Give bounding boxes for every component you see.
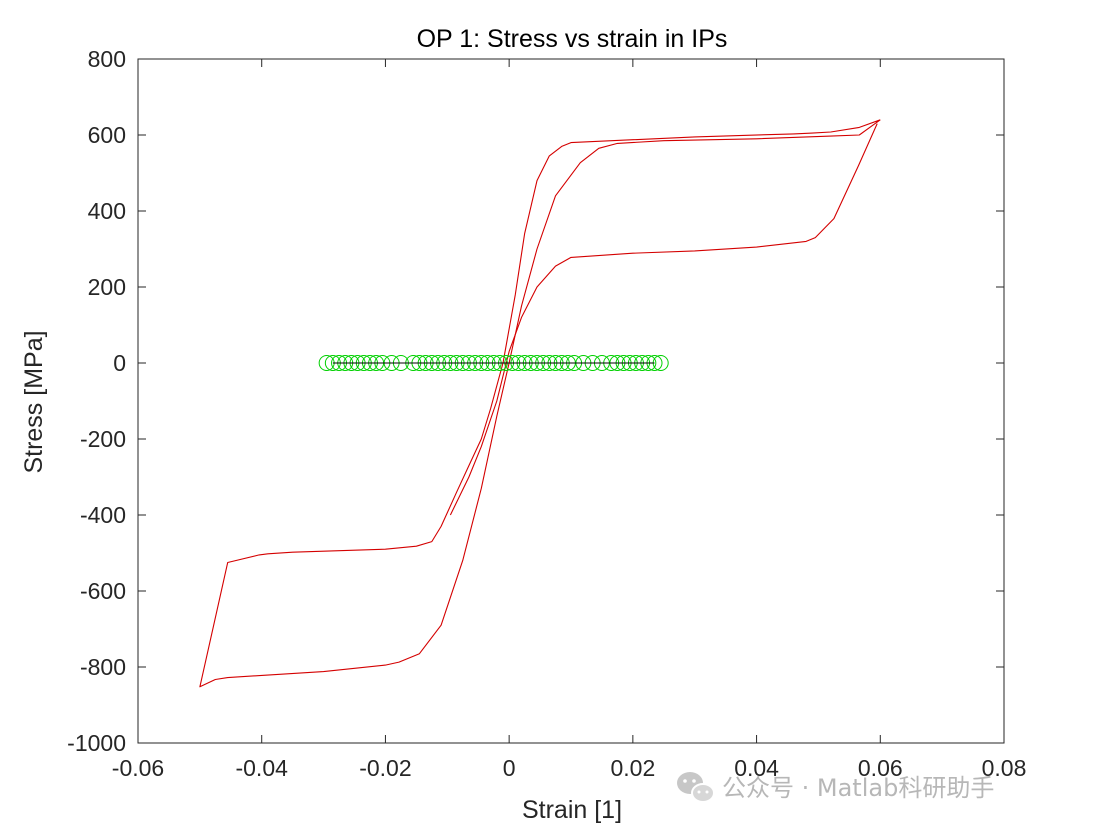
x-tick-label: 0.02 — [610, 755, 655, 781]
y-tick-label: -800 — [80, 654, 126, 680]
x-tick-label: 0.08 — [982, 755, 1027, 781]
x-tick-label: -0.06 — [112, 755, 164, 781]
x-tick-label: -0.02 — [359, 755, 411, 781]
y-tick-label: 600 — [88, 122, 126, 148]
x-tick-label: 0.04 — [734, 755, 779, 781]
y-tick-label: 800 — [88, 46, 126, 72]
y-tick-label: -600 — [80, 578, 126, 604]
x-tick-label: -0.04 — [235, 755, 288, 781]
watermark: 公众号 · Matlab科研助手 — [677, 772, 994, 803]
y-tick-label: 0 — [113, 350, 126, 376]
y-tick-label: 400 — [88, 198, 126, 224]
x-tick-label: 0.06 — [858, 755, 903, 781]
y-tick-label: -400 — [80, 502, 126, 528]
y-tick-label: -1000 — [67, 730, 126, 756]
watermark-text: 公众号 · Matlab科研助手 — [722, 774, 994, 802]
x-axis-label: Strain [1] — [522, 796, 622, 824]
plot-area-box — [137, 58, 1005, 744]
y-tick-label: -200 — [80, 426, 126, 452]
y-tick-label: 200 — [88, 274, 126, 300]
series-line-0 — [199, 119, 881, 688]
plot-layer: -0.06 -0.04 -0.02 0 0.02 0.04 0.06 0.08 -1000 -80… — [67, 46, 1026, 781]
series-line-1 — [449, 123, 878, 516]
chart-title: OP 1: Stress vs strain in IPs — [417, 25, 728, 53]
y-axis-label: Stress [MPa] — [20, 330, 48, 473]
x-tick-label: 0 — [503, 755, 516, 781]
wechat-icon — [677, 772, 715, 803]
